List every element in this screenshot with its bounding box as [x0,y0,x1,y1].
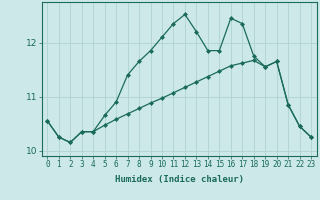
X-axis label: Humidex (Indice chaleur): Humidex (Indice chaleur) [115,175,244,184]
